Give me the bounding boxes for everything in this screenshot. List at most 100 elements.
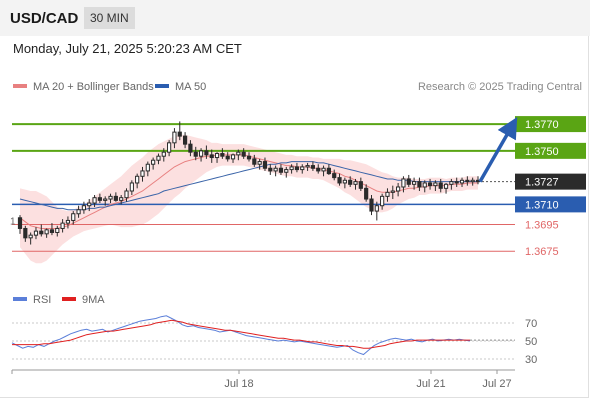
- candle-body: [60, 222, 65, 229]
- candle-body: [454, 181, 459, 184]
- candle: [406, 174, 411, 187]
- candle: [326, 164, 331, 175]
- candle: [23, 225, 28, 242]
- level-label-1.3675: 1.3675: [525, 246, 559, 258]
- candle-body: [156, 155, 161, 161]
- rsi-tick-70: 70: [525, 318, 537, 330]
- candle-body: [433, 182, 438, 187]
- candle-body: [332, 173, 337, 179]
- candle: [316, 164, 321, 174]
- candle: [369, 195, 374, 216]
- candle-body: [28, 234, 33, 239]
- candle: [39, 224, 44, 237]
- candle-body: [427, 182, 433, 187]
- candle: [71, 211, 76, 225]
- candle: [188, 140, 193, 157]
- candle: [390, 185, 395, 200]
- candle-body: [300, 166, 305, 171]
- candle-body: [390, 190, 395, 193]
- candle-body: [449, 181, 454, 185]
- candle-body: [129, 182, 134, 192]
- candle-body: [193, 151, 198, 157]
- legend-swatch-ma20: [13, 84, 27, 88]
- candle-body: [198, 150, 204, 157]
- candle-body: [172, 131, 177, 144]
- candle-body: [337, 177, 342, 184]
- legend-label-rsi: RSI: [33, 294, 51, 306]
- candle: [33, 227, 39, 240]
- candle: [60, 219, 65, 233]
- candle-body: [33, 230, 39, 236]
- candle: [433, 180, 438, 191]
- candle-body: [188, 143, 193, 153]
- candle: [81, 201, 87, 214]
- candle-body: [39, 230, 44, 235]
- candle: [422, 180, 427, 193]
- candle-body: [204, 150, 209, 156]
- legend-label-rsi-ma: 9MA: [82, 294, 105, 306]
- candle: [230, 153, 236, 163]
- candle-body: [81, 205, 87, 211]
- candle: [310, 161, 316, 171]
- candle-body: [119, 197, 124, 201]
- candle: [246, 152, 252, 162]
- candle-body: [321, 167, 326, 172]
- candle-body: [470, 179, 475, 183]
- candle: [438, 178, 443, 193]
- candle-body: [113, 195, 118, 201]
- legend-swatch-ma50: [155, 84, 169, 88]
- candle-body: [220, 153, 225, 157]
- candle: [76, 205, 81, 218]
- candle-body: [316, 167, 321, 172]
- level-tag-1.3770: [515, 116, 586, 133]
- candle-body: [97, 197, 102, 201]
- candle: [241, 148, 246, 159]
- candle-body: [278, 167, 284, 173]
- level-tag-1.3727: [515, 173, 586, 190]
- candle: [193, 146, 198, 161]
- candle: [214, 152, 220, 163]
- forecast-arrow: [478, 116, 518, 183]
- candle-body: [44, 229, 49, 235]
- candle-body: [438, 182, 443, 189]
- bollinger-band: [20, 134, 478, 264]
- candle-body: [92, 197, 97, 204]
- candle: [262, 157, 268, 171]
- timeframe-badge[interactable]: 30 MIN: [84, 7, 135, 29]
- candle-body: [135, 175, 140, 184]
- x-tick-label: Jul 27: [482, 378, 511, 390]
- candle-body: [167, 142, 172, 153]
- candle: [65, 216, 71, 229]
- rsi-tick-50: 50: [525, 336, 537, 348]
- candle: [161, 148, 166, 162]
- candle-body: [465, 179, 470, 183]
- candle-body: [401, 178, 406, 188]
- candle-body: [49, 229, 55, 233]
- candle: [135, 173, 140, 189]
- candle-body: [87, 202, 92, 207]
- candle: [348, 176, 353, 187]
- candle-body: [358, 181, 363, 189]
- level-label-1.3695: 1.3695: [525, 219, 559, 231]
- candle: [305, 162, 310, 171]
- candle: [470, 177, 475, 186]
- candle: [411, 177, 417, 190]
- candle-body: [289, 166, 294, 171]
- candle: [294, 162, 300, 173]
- candle-body: [380, 195, 385, 207]
- candle: [300, 164, 305, 174]
- candle: [44, 228, 49, 238]
- candle: [252, 154, 257, 167]
- candle-body: [252, 158, 257, 165]
- candle-body: [103, 198, 108, 201]
- candle: [380, 193, 385, 210]
- candle-body: [236, 151, 241, 156]
- candle: [358, 177, 363, 191]
- candle-body: [348, 179, 353, 185]
- candle-body: [257, 161, 262, 165]
- candle: [220, 148, 225, 159]
- axis-stub-label: 1: [10, 216, 16, 227]
- candle: [124, 188, 129, 202]
- candle-body: [459, 179, 465, 184]
- candle-body: [124, 190, 129, 199]
